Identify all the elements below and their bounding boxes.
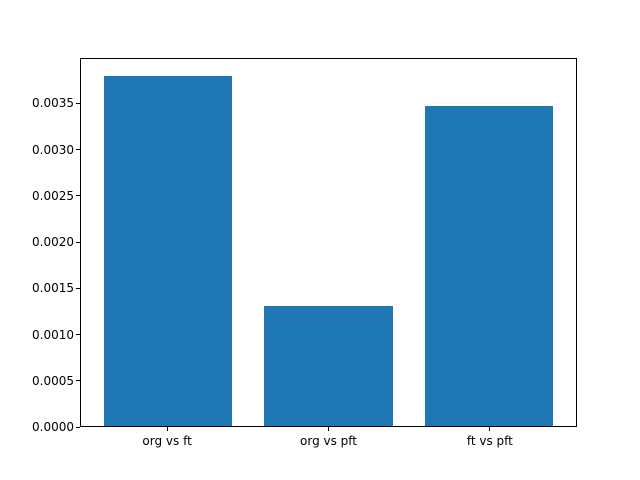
x-tick-label: ft vs pft	[466, 434, 513, 448]
y-tick-mark	[76, 426, 80, 428]
x-tick-mark	[328, 427, 329, 431]
bar-org-vs-pft	[264, 306, 393, 426]
y-tick-label: 0.0015	[32, 281, 74, 296]
y-tick-mark	[76, 241, 80, 243]
x-tick-mark	[166, 427, 168, 431]
x-tick-label: org vs ft	[142, 434, 192, 448]
x-tick-label: org vs pft	[300, 434, 357, 448]
y-tick-label: 0.0000	[32, 420, 74, 434]
y-tick-label: 0.0020	[32, 235, 74, 250]
bar-org-vs-ft	[103, 76, 233, 426]
x-tick-mark	[489, 427, 491, 431]
y-tick-label: 0.0005	[32, 373, 74, 388]
y-tick-mark	[76, 380, 80, 382]
y-tick-mark	[76, 334, 80, 336]
y-tick-mark	[76, 195, 80, 197]
y-tick-mark	[76, 102, 80, 104]
y-tick-label: 0.0035	[32, 96, 74, 111]
y-tick-label: 0.0025	[32, 188, 74, 203]
y-tick-mark	[76, 287, 80, 289]
bar-ft-vs-pft	[424, 105, 554, 426]
y-tick-mark	[76, 149, 80, 151]
plot-area	[80, 58, 577, 427]
y-tick-label: 0.0030	[32, 142, 74, 157]
y-tick-label: 0.0010	[32, 327, 74, 342]
